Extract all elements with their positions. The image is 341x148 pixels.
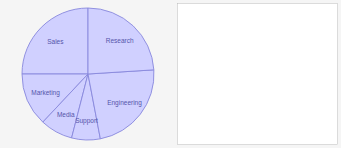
pie-slice [88, 8, 154, 74]
page: {"chart_data": {"type": "pie", "categori… [0, 0, 341, 148]
chart: Sales Marketing MediaSupport Engineering Res… [0, 0, 341, 148]
slice-label: Sales [47, 38, 64, 45]
labels: Sales Marketing MediaSupport Engineering Res… [31, 37, 142, 125]
slice-label: Marketing [31, 89, 60, 97]
pie-slice [22, 8, 88, 74]
pie-slice [88, 70, 154, 139]
content-box [178, 4, 338, 145]
slice-label: Engineering [107, 99, 142, 107]
wedges [22, 8, 154, 140]
slice-label: Research [106, 37, 134, 44]
slice-label: Media [57, 111, 75, 118]
slice-label: Support [75, 117, 98, 125]
chart-container: Sales Marketing MediaSupport Engineering Res… [0, 0, 341, 148]
background [0, 0, 341, 148]
